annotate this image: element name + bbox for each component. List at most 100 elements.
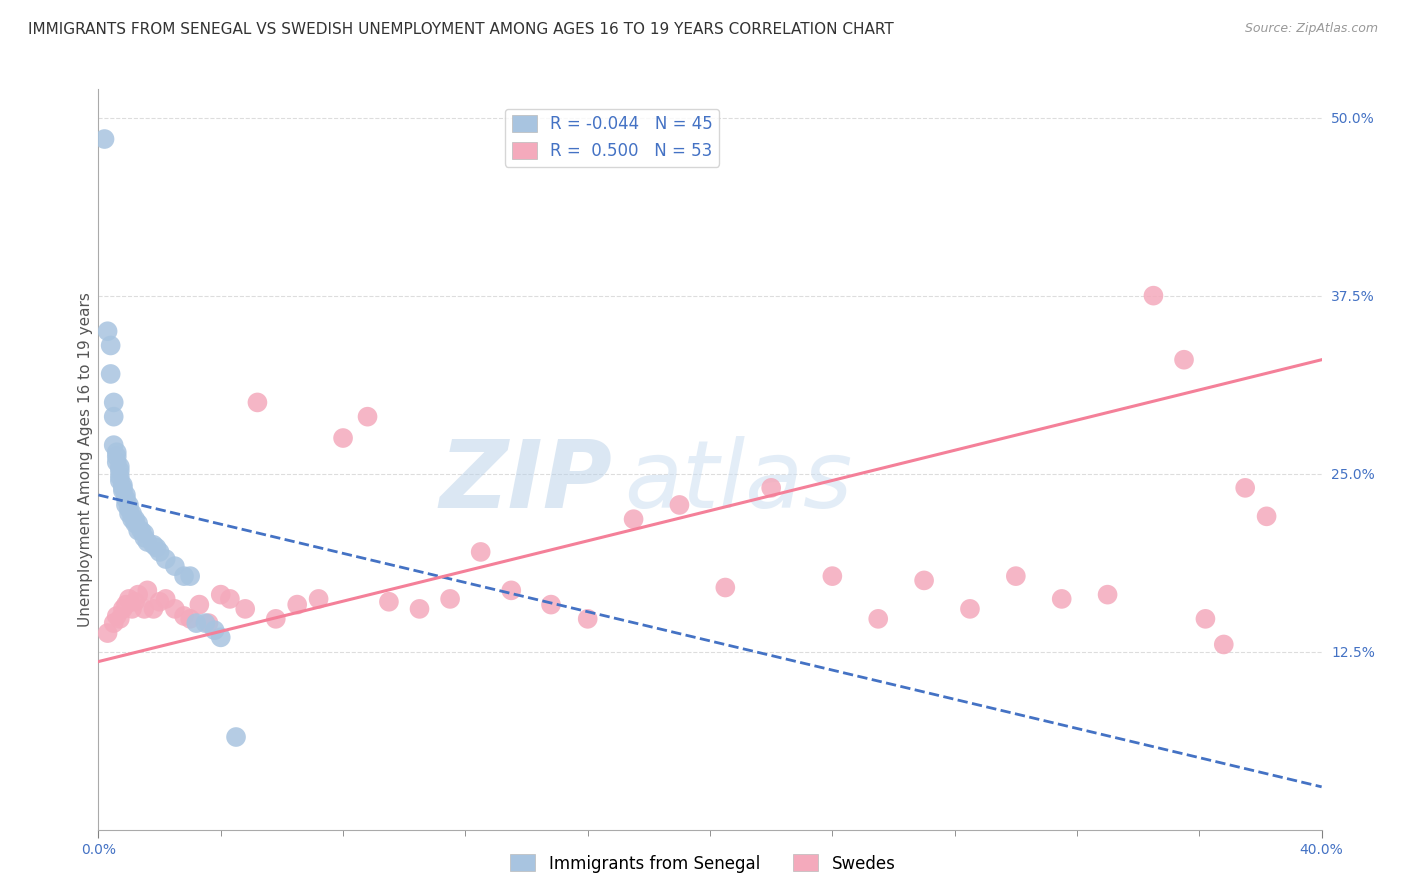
Point	[540, 598, 562, 612]
Point	[219, 591, 242, 606]
Point	[356, 409, 378, 424]
Text: ZIP: ZIP	[439, 435, 612, 527]
Point	[145, 541, 167, 555]
Point	[668, 498, 690, 512]
Point	[97, 324, 120, 338]
Point	[142, 538, 165, 552]
Point	[209, 631, 232, 645]
Point	[105, 450, 128, 464]
Point	[308, 591, 330, 606]
Point	[105, 609, 128, 624]
Text: Source: ZipAtlas.com: Source: ZipAtlas.com	[1244, 22, 1378, 36]
Point	[111, 478, 134, 492]
Point	[197, 616, 219, 631]
Point	[821, 569, 844, 583]
Point	[759, 481, 782, 495]
Point	[173, 609, 195, 624]
Point	[623, 512, 645, 526]
Text: atlas: atlas	[624, 436, 852, 527]
Point	[108, 469, 131, 483]
Point	[1256, 509, 1278, 524]
Point	[111, 602, 134, 616]
Point	[108, 459, 131, 474]
Point	[1142, 288, 1164, 302]
Point	[127, 516, 149, 531]
Point	[149, 595, 172, 609]
Point	[1212, 637, 1234, 651]
Point	[378, 595, 401, 609]
Point	[149, 545, 172, 559]
Point	[246, 395, 269, 409]
Point	[93, 132, 115, 146]
Point	[1234, 481, 1257, 495]
Point	[868, 612, 890, 626]
Legend: Immigrants from Senegal, Swedes: Immigrants from Senegal, Swedes	[503, 847, 903, 880]
Point	[129, 524, 152, 538]
Point	[576, 612, 599, 626]
Point	[1173, 352, 1195, 367]
Point	[118, 502, 141, 516]
Point	[121, 602, 143, 616]
Point	[179, 569, 201, 583]
Point	[108, 474, 131, 488]
Point	[108, 464, 131, 478]
Point	[115, 498, 138, 512]
Point	[103, 616, 125, 631]
Point	[209, 588, 232, 602]
Point	[194, 616, 217, 631]
Point	[332, 431, 354, 445]
Point	[97, 626, 120, 640]
Point	[108, 612, 131, 626]
Point	[501, 583, 523, 598]
Point	[105, 445, 128, 459]
Point	[225, 730, 247, 744]
Legend: R = -0.044   N = 45, R =  0.500   N = 53: R = -0.044 N = 45, R = 0.500 N = 53	[505, 109, 720, 167]
Point	[188, 598, 211, 612]
Point	[233, 602, 256, 616]
Point	[103, 409, 125, 424]
Point	[1004, 569, 1026, 583]
Point	[136, 583, 159, 598]
Point	[285, 598, 308, 612]
Point	[714, 581, 737, 595]
Y-axis label: Unemployment Among Ages 16 to 19 years: Unemployment Among Ages 16 to 19 years	[77, 292, 93, 627]
Point	[470, 545, 492, 559]
Point	[121, 507, 143, 521]
Point	[1194, 612, 1216, 626]
Point	[118, 498, 141, 512]
Point	[118, 591, 141, 606]
Point	[142, 602, 165, 616]
Point	[173, 569, 195, 583]
Point	[408, 602, 430, 616]
Point	[912, 574, 935, 588]
Point	[115, 598, 138, 612]
Point	[127, 588, 149, 602]
Text: IMMIGRANTS FROM SENEGAL VS SWEDISH UNEMPLOYMENT AMONG AGES 16 TO 19 YEARS CORREL: IMMIGRANTS FROM SENEGAL VS SWEDISH UNEMP…	[28, 22, 894, 37]
Point	[179, 612, 201, 626]
Point	[439, 591, 461, 606]
Point	[163, 602, 186, 616]
Point	[264, 612, 287, 626]
Point	[111, 483, 134, 498]
Point	[105, 455, 128, 469]
Point	[204, 624, 226, 638]
Point	[118, 507, 141, 521]
Point	[134, 602, 156, 616]
Point	[186, 616, 208, 631]
Point	[115, 492, 138, 507]
Point	[124, 516, 146, 531]
Point	[136, 535, 159, 549]
Point	[103, 395, 125, 409]
Point	[124, 595, 146, 609]
Point	[103, 438, 125, 452]
Point	[121, 512, 143, 526]
Point	[1050, 591, 1073, 606]
Point	[127, 524, 149, 538]
Point	[124, 512, 146, 526]
Point	[155, 552, 177, 566]
Point	[111, 481, 134, 495]
Point	[134, 531, 156, 545]
Point	[155, 591, 177, 606]
Point	[115, 488, 138, 502]
Point	[100, 367, 122, 381]
